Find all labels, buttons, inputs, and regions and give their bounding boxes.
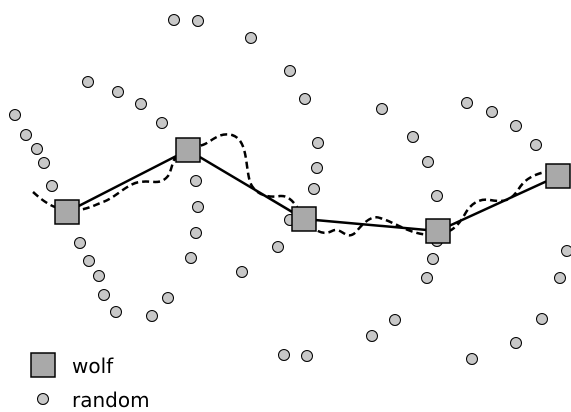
random-dot (561, 245, 571, 257)
wolf-square (545, 163, 571, 189)
random-dot (301, 350, 313, 362)
legend-random-label: random (72, 388, 150, 412)
random-dot (93, 270, 105, 282)
wolf-square (425, 218, 451, 244)
random-dot (272, 241, 284, 253)
random-dot (74, 237, 86, 249)
random-dot (308, 183, 320, 195)
random-dot (110, 306, 122, 318)
random-dot (466, 353, 478, 365)
random-dot (236, 266, 248, 278)
random-dot (312, 137, 324, 149)
random-dot (278, 349, 290, 361)
random-dot (461, 97, 473, 109)
random-dot (38, 157, 50, 169)
legend-wolf-label: wolf (72, 354, 114, 378)
random-dot (486, 106, 498, 118)
random-dot (427, 253, 439, 265)
random-dot (156, 117, 168, 129)
noisy-trajectory-dashed-line (32, 133, 567, 237)
random-dot (82, 76, 94, 88)
wolf-square (175, 137, 201, 163)
wolf-square (291, 206, 317, 232)
random-dot (536, 313, 548, 325)
random-dot (190, 175, 202, 187)
random-dot (299, 93, 311, 105)
wolf-square (54, 199, 80, 225)
random-dot (510, 120, 522, 132)
legend-random-icon (37, 393, 49, 405)
random-dot (431, 190, 443, 202)
random-dot (168, 14, 180, 26)
random-dot (421, 272, 433, 284)
random-dot (46, 180, 58, 192)
wolf-markers (54, 137, 571, 244)
random-dot (98, 289, 110, 301)
random-dots (9, 14, 571, 365)
random-dot (422, 156, 434, 168)
random-dot (146, 310, 158, 322)
random-dot (510, 337, 522, 349)
random-dot (554, 272, 566, 284)
random-dot (245, 32, 257, 44)
random-dot (31, 143, 43, 155)
random-dot (112, 86, 124, 98)
random-dot (190, 227, 202, 239)
random-dot (192, 201, 204, 213)
random-dot (9, 109, 21, 121)
random-dot (83, 255, 95, 267)
random-dot (311, 162, 323, 174)
random-dot (284, 65, 296, 77)
random-dot (20, 129, 32, 141)
legend: wolf random (30, 352, 150, 412)
random-dot (366, 330, 378, 342)
random-dot (185, 252, 197, 264)
random-dot (135, 98, 147, 110)
legend-wolf-icon (30, 352, 56, 378)
random-dot (389, 314, 401, 326)
random-dot (376, 103, 388, 115)
random-dot (407, 131, 419, 143)
random-dot (162, 292, 174, 304)
random-dot (192, 15, 204, 27)
random-dot (530, 139, 542, 151)
